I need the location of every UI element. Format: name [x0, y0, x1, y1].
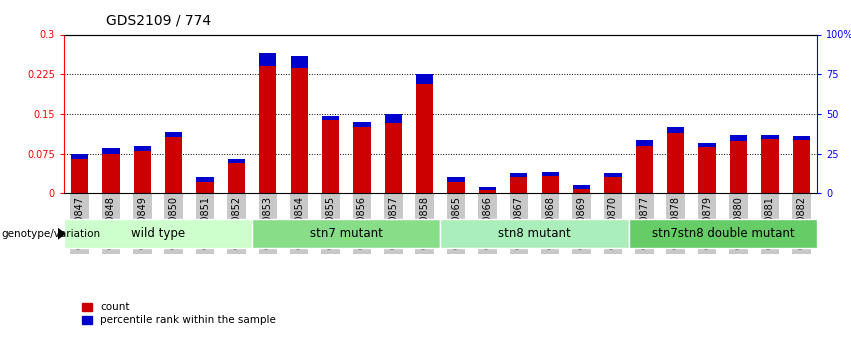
Bar	[322, 116, 340, 193]
Legend: count, percentile rank within the sample: count, percentile rank within the sample	[77, 298, 281, 329]
Bar	[134, 146, 151, 193]
Bar	[792, 193, 810, 254]
FancyBboxPatch shape	[252, 219, 440, 248]
Text: stn8 mutant: stn8 mutant	[498, 227, 571, 239]
Bar	[290, 193, 308, 254]
Bar	[71, 154, 89, 193]
Bar	[133, 193, 151, 254]
Bar	[761, 193, 780, 254]
FancyBboxPatch shape	[440, 219, 629, 248]
Polygon shape	[58, 228, 65, 239]
Bar	[165, 132, 182, 137]
Text: stn7stn8 double mutant: stn7stn8 double mutant	[652, 227, 794, 239]
Bar	[479, 187, 496, 190]
Bar	[102, 148, 119, 193]
FancyBboxPatch shape	[629, 219, 817, 248]
Bar	[478, 193, 497, 254]
Bar	[604, 173, 621, 193]
Bar	[385, 114, 402, 124]
Bar	[260, 53, 277, 66]
Bar	[353, 122, 370, 193]
Bar	[197, 177, 214, 193]
Bar	[667, 127, 684, 133]
Bar	[415, 193, 434, 254]
Bar	[322, 116, 340, 120]
Bar	[636, 140, 653, 146]
Text: genotype/variation: genotype/variation	[2, 229, 100, 239]
Bar	[385, 114, 402, 193]
Bar	[510, 193, 528, 254]
Bar	[762, 135, 779, 139]
Bar	[792, 136, 810, 140]
Bar	[228, 159, 245, 163]
Bar	[227, 193, 246, 254]
Bar	[541, 193, 559, 254]
Bar	[730, 135, 747, 141]
Bar	[511, 173, 528, 193]
Bar	[698, 193, 717, 254]
Bar	[541, 172, 559, 193]
Bar	[101, 193, 120, 254]
Bar	[604, 173, 621, 177]
Bar	[573, 185, 591, 193]
Bar	[573, 185, 591, 189]
Bar	[228, 159, 245, 193]
Bar	[729, 193, 748, 254]
Bar	[259, 193, 277, 254]
Bar	[448, 177, 465, 181]
Bar	[762, 135, 779, 193]
FancyBboxPatch shape	[64, 219, 252, 248]
Bar	[416, 74, 433, 84]
Bar	[260, 53, 277, 193]
Bar	[352, 193, 371, 254]
Bar	[71, 154, 89, 159]
Bar	[197, 177, 214, 181]
Text: stn7 mutant: stn7 mutant	[310, 227, 383, 239]
Bar	[792, 136, 810, 193]
Bar	[699, 143, 716, 193]
Bar	[322, 193, 340, 254]
Text: GDS2109 / 774: GDS2109 / 774	[106, 14, 212, 28]
Bar	[603, 193, 622, 254]
Bar	[134, 146, 151, 151]
Bar	[479, 187, 496, 193]
Bar	[290, 56, 308, 193]
Bar	[730, 135, 747, 193]
Bar	[164, 193, 183, 254]
Bar	[353, 122, 370, 127]
Bar	[573, 193, 591, 254]
Bar	[290, 56, 308, 68]
Bar	[71, 193, 89, 254]
Bar	[196, 193, 214, 254]
Bar	[447, 193, 465, 254]
Bar	[635, 193, 654, 254]
Bar	[102, 148, 119, 154]
Bar	[666, 193, 685, 254]
Bar	[511, 173, 528, 177]
Bar	[448, 177, 465, 193]
Bar	[636, 140, 653, 193]
Bar	[165, 132, 182, 193]
Bar	[416, 74, 433, 193]
Text: wild type: wild type	[131, 227, 185, 239]
Bar	[699, 143, 716, 147]
Bar	[541, 172, 559, 176]
Bar	[667, 127, 684, 193]
Bar	[384, 193, 403, 254]
